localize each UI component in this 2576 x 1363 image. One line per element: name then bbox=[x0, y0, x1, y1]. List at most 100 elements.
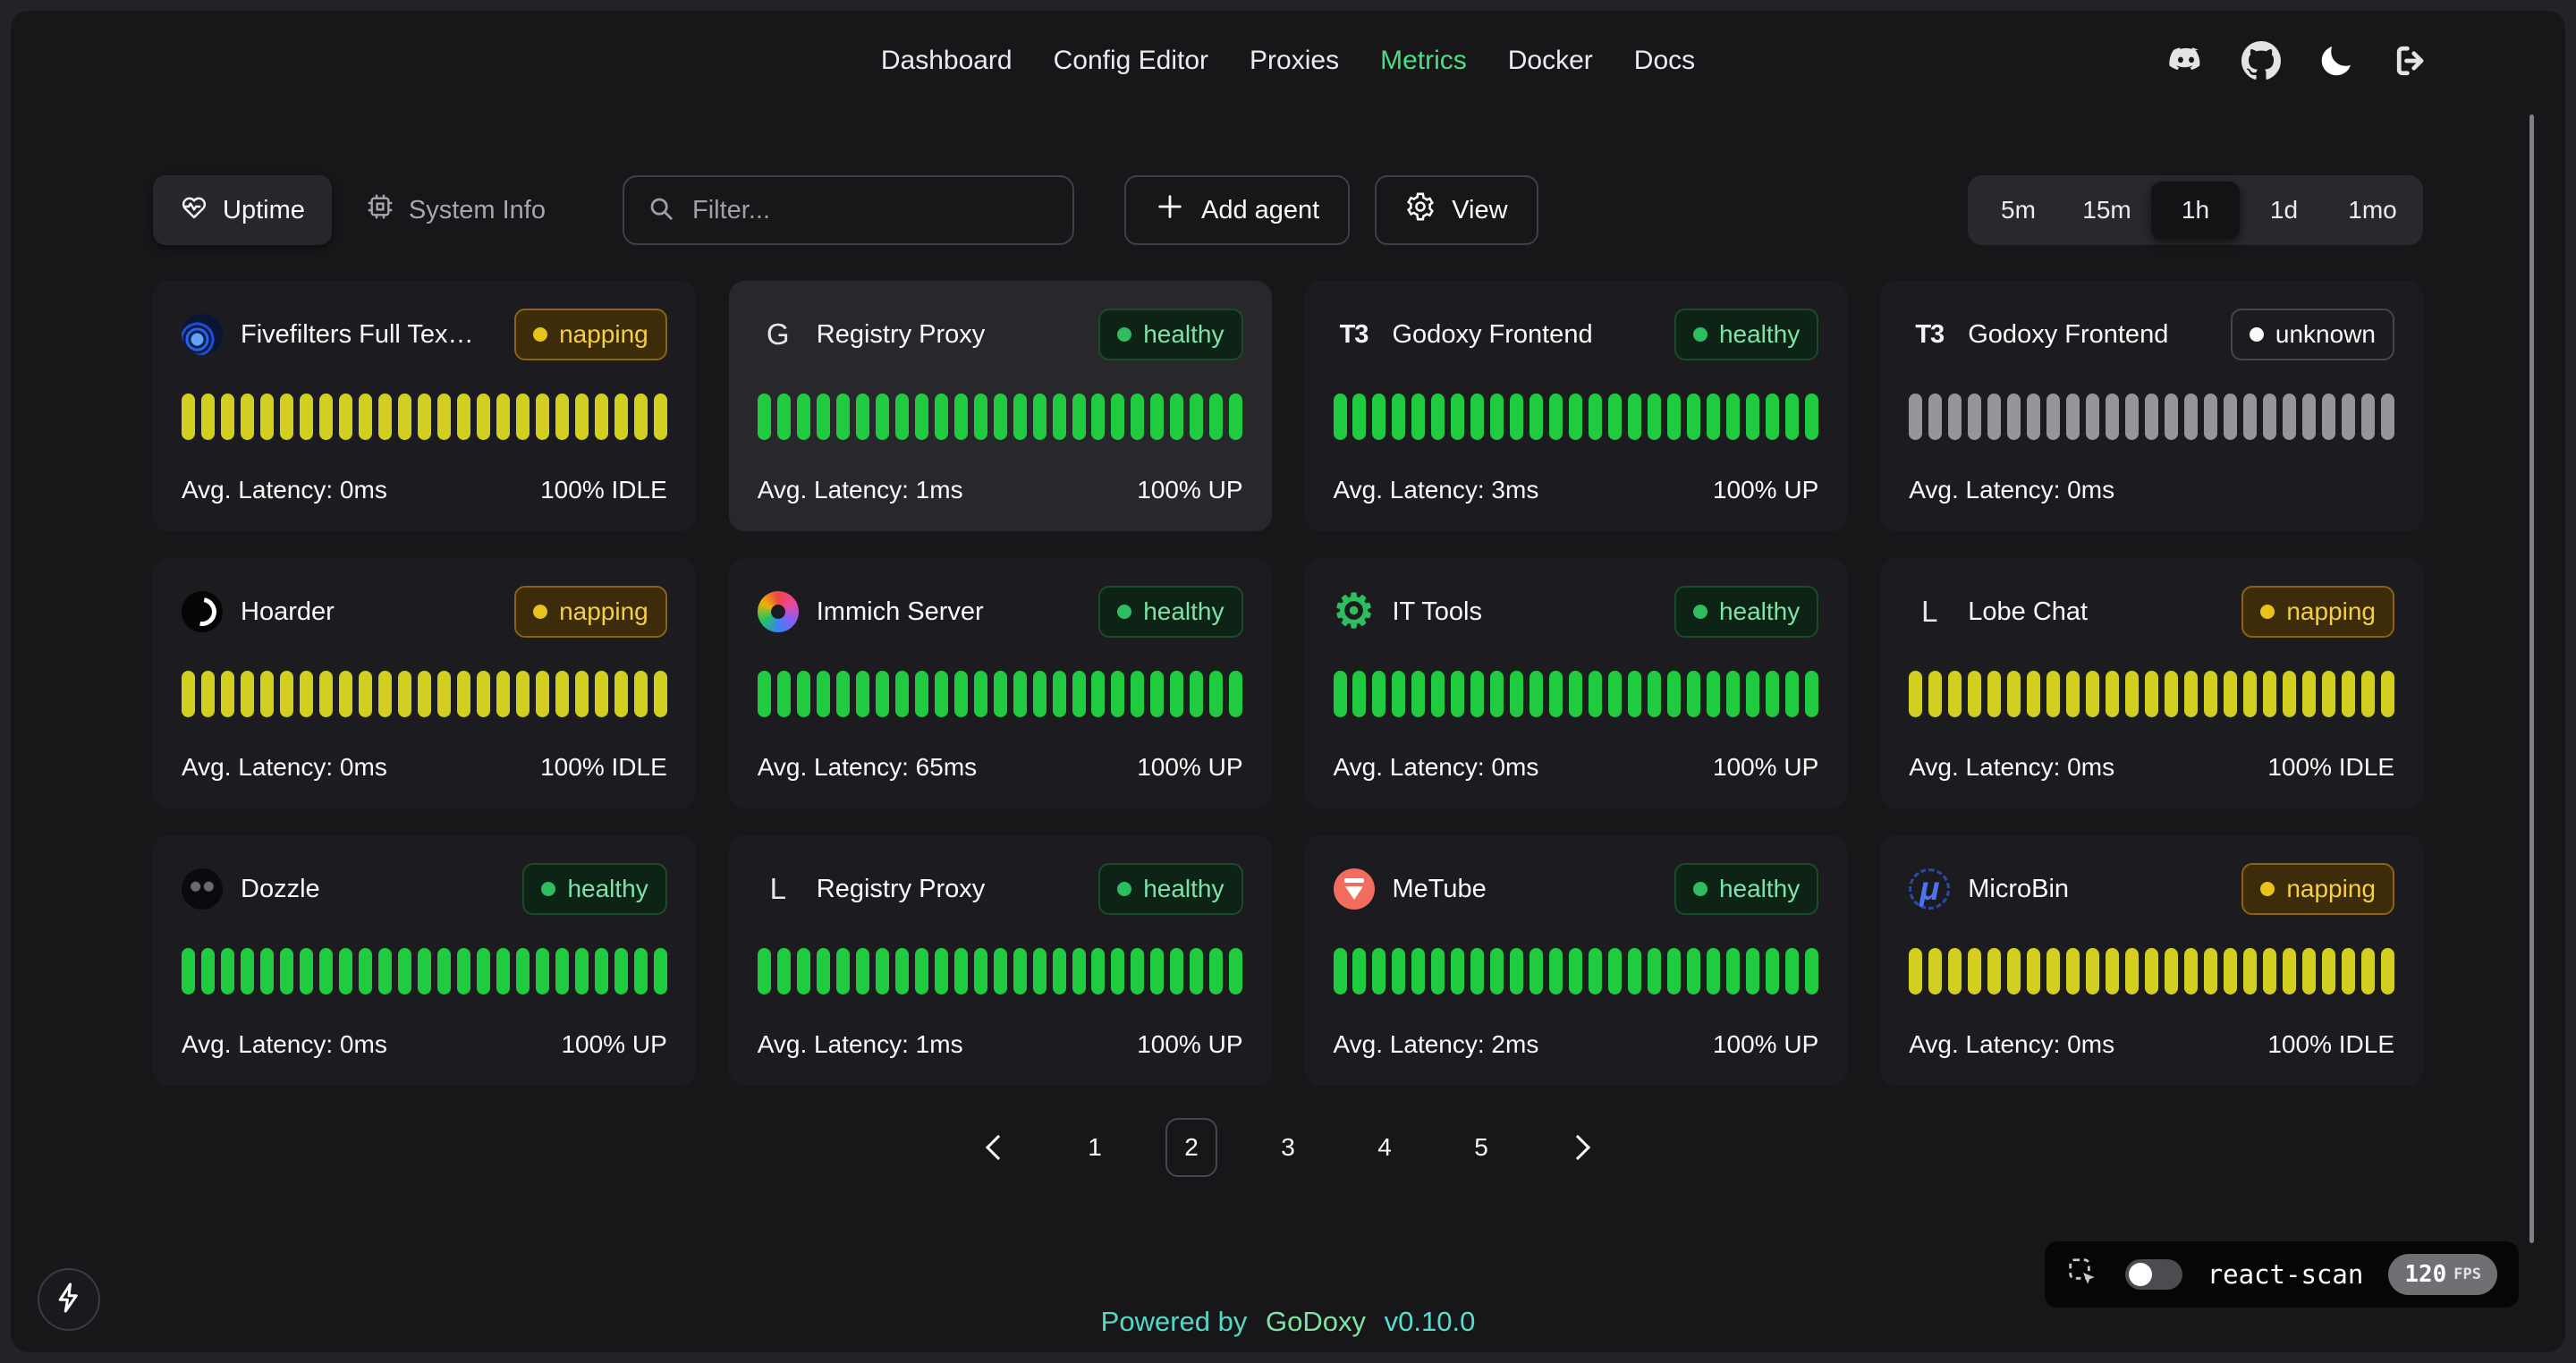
uptime-bar[interactable] bbox=[914, 394, 928, 440]
uptime-bar[interactable] bbox=[2341, 394, 2355, 440]
uptime-bar[interactable] bbox=[1766, 948, 1780, 995]
uptime-bar[interactable] bbox=[1411, 671, 1426, 717]
uptime-bar[interactable] bbox=[1052, 671, 1066, 717]
uptime-bar[interactable] bbox=[1352, 671, 1367, 717]
uptime-bar[interactable] bbox=[515, 394, 530, 440]
uptime-bar[interactable] bbox=[1431, 948, 1445, 995]
uptime-bar[interactable] bbox=[2106, 948, 2120, 995]
uptime-bar[interactable] bbox=[1687, 394, 1701, 440]
uptime-bar[interactable] bbox=[1111, 671, 1125, 717]
uptime-bar[interactable] bbox=[1490, 394, 1504, 440]
uptime-bar[interactable] bbox=[1707, 948, 1721, 995]
uptime-bar[interactable] bbox=[776, 948, 791, 995]
uptime-bar[interactable] bbox=[1987, 671, 2002, 717]
uptime-bar[interactable] bbox=[259, 394, 274, 440]
uptime-bar[interactable] bbox=[2145, 394, 2159, 440]
uptime-bar[interactable] bbox=[894, 948, 909, 995]
uptime-bar[interactable] bbox=[1333, 394, 1347, 440]
uptime-bar[interactable] bbox=[2184, 394, 2199, 440]
uptime-bar[interactable] bbox=[653, 948, 667, 995]
uptime-bar[interactable] bbox=[574, 671, 589, 717]
uptime-bar[interactable] bbox=[1352, 394, 1367, 440]
uptime-bar[interactable] bbox=[2086, 948, 2100, 995]
uptime-bar[interactable] bbox=[816, 394, 830, 440]
uptime-bar[interactable] bbox=[1687, 948, 1701, 995]
uptime-bar[interactable] bbox=[1687, 671, 1701, 717]
uptime-bar[interactable] bbox=[757, 671, 771, 717]
uptime-bar[interactable] bbox=[456, 671, 470, 717]
uptime-bar[interactable] bbox=[1726, 671, 1741, 717]
uptime-bar[interactable] bbox=[1510, 948, 1524, 995]
uptime-bar[interactable] bbox=[1608, 394, 1623, 440]
uptime-bar[interactable] bbox=[299, 671, 313, 717]
uptime-bar[interactable] bbox=[1372, 671, 1386, 717]
uptime-bar[interactable] bbox=[757, 394, 771, 440]
uptime-bar[interactable] bbox=[2242, 394, 2257, 440]
nav-item-metrics[interactable]: Metrics bbox=[1380, 46, 1467, 75]
uptime-bar[interactable] bbox=[476, 948, 490, 995]
uptime-bar[interactable] bbox=[1072, 394, 1086, 440]
uptime-bar[interactable] bbox=[1549, 394, 1563, 440]
uptime-bar[interactable] bbox=[182, 394, 195, 440]
uptime-bar[interactable] bbox=[953, 671, 968, 717]
uptime-bar[interactable] bbox=[835, 394, 850, 440]
uptime-bar[interactable] bbox=[1490, 671, 1504, 717]
uptime-bar[interactable] bbox=[1032, 671, 1046, 717]
uptime-bar[interactable] bbox=[1072, 948, 1086, 995]
uptime-bar[interactable] bbox=[259, 671, 274, 717]
uptime-bar[interactable] bbox=[1451, 671, 1465, 717]
uptime-bar[interactable] bbox=[1667, 948, 1682, 995]
uptime-bar[interactable] bbox=[1209, 671, 1224, 717]
uptime-bar[interactable] bbox=[476, 671, 490, 717]
uptime-bar[interactable] bbox=[1628, 948, 1642, 995]
uptime-bar[interactable] bbox=[1726, 394, 1741, 440]
uptime-bar[interactable] bbox=[1569, 948, 1583, 995]
uptime-bar[interactable] bbox=[2125, 394, 2140, 440]
uptime-bar[interactable] bbox=[1785, 671, 1800, 717]
uptime-bar[interactable] bbox=[1229, 671, 1243, 717]
uptime-bar[interactable] bbox=[1032, 394, 1046, 440]
uptime-bar[interactable] bbox=[1987, 948, 2002, 995]
uptime-bar[interactable] bbox=[220, 948, 234, 995]
uptime-bar[interactable] bbox=[555, 671, 569, 717]
uptime-bar[interactable] bbox=[358, 948, 372, 995]
uptime-bar[interactable] bbox=[397, 948, 411, 995]
uptime-bar[interactable] bbox=[1589, 394, 1603, 440]
uptime-bar[interactable] bbox=[1052, 394, 1066, 440]
logout-icon[interactable] bbox=[2392, 41, 2431, 80]
uptime-bar[interactable] bbox=[2007, 671, 2021, 717]
uptime-bar[interactable] bbox=[1968, 671, 1982, 717]
uptime-bar[interactable] bbox=[1589, 948, 1603, 995]
uptime-bar[interactable] bbox=[1392, 394, 1406, 440]
zap-button[interactable] bbox=[38, 1268, 100, 1331]
uptime-bar[interactable] bbox=[1909, 671, 1923, 717]
uptime-bar[interactable] bbox=[2341, 948, 2355, 995]
uptime-bar[interactable] bbox=[555, 394, 569, 440]
uptime-bar[interactable] bbox=[1013, 948, 1027, 995]
uptime-bar[interactable] bbox=[2066, 948, 2080, 995]
uptime-bar[interactable] bbox=[1549, 671, 1563, 717]
uptime-bar[interactable] bbox=[417, 948, 431, 995]
uptime-bar[interactable] bbox=[1170, 948, 1184, 995]
page-button-5[interactable]: 5 bbox=[1474, 1133, 1488, 1161]
uptime-bar[interactable] bbox=[2027, 948, 2041, 995]
uptime-bar[interactable] bbox=[2046, 394, 2061, 440]
uptime-bar[interactable] bbox=[377, 671, 392, 717]
uptime-bar[interactable] bbox=[594, 394, 608, 440]
uptime-bar[interactable] bbox=[835, 671, 850, 717]
uptime-bar[interactable] bbox=[1170, 671, 1184, 717]
uptime-bar[interactable] bbox=[993, 394, 1007, 440]
uptime-bar[interactable] bbox=[397, 394, 411, 440]
uptime-bar[interactable] bbox=[1530, 948, 1544, 995]
uptime-bar[interactable] bbox=[1190, 671, 1204, 717]
uptime-bar[interactable] bbox=[2125, 948, 2140, 995]
filter-input[interactable] bbox=[690, 194, 1049, 226]
uptime-bar[interactable] bbox=[1209, 394, 1224, 440]
uptime-bar[interactable] bbox=[1608, 948, 1623, 995]
uptime-bar[interactable] bbox=[1648, 394, 1662, 440]
uptime-bar[interactable] bbox=[953, 948, 968, 995]
uptime-bar[interactable] bbox=[614, 671, 628, 717]
uptime-bar[interactable] bbox=[1150, 948, 1165, 995]
service-card-metube[interactable]: MeTube healthy Avg. Latency: 2ms 100% UP bbox=[1304, 835, 1848, 1086]
nav-item-docs[interactable]: Docs bbox=[1633, 46, 1696, 75]
